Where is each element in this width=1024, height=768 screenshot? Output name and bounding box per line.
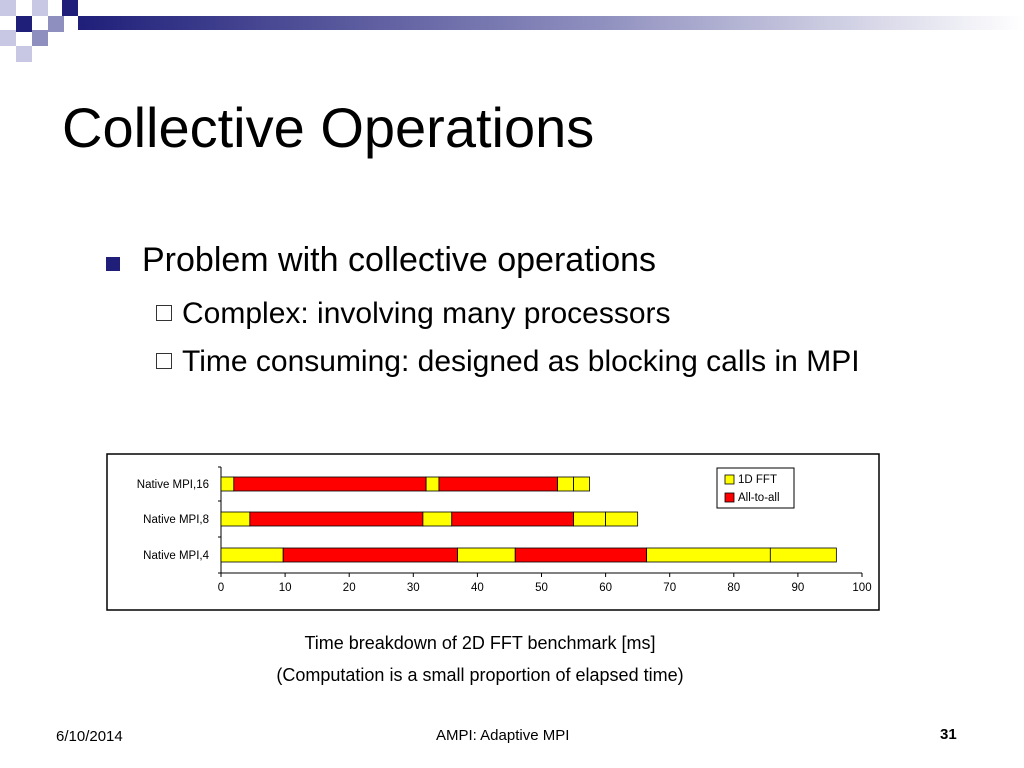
bar-segment-alltoall [514,547,648,563]
page-number: 31 [940,726,957,743]
bar-segment-fft [557,476,574,492]
square-bullet-icon [106,257,120,271]
header-decoration [0,0,1024,62]
bar-segment-fft [605,511,639,527]
bar-segment-fft [573,511,606,527]
bar-segment-alltoall [451,511,574,527]
bar-segment-alltoall [282,547,458,563]
x-tick-label: 80 [727,582,740,594]
x-tick-label: 0 [218,582,224,594]
sub-bullet-text: Complex: involving many processors [182,297,671,330]
bar-segment-alltoall [438,476,558,492]
bar-segment-fft [220,511,251,527]
x-tick-label: 30 [407,582,420,594]
hollow-square-bullet-icon [156,305,172,321]
chart-caption: Time breakdown of 2D FFT benchmark [ms] [304,633,656,653]
y-category-label: Native MPI,8 [143,514,209,526]
bar-segment-fft [769,547,837,563]
fft-time-breakdown-chart: 0 10 20 30 40 50 60 70 80 90 100 Native MPI,16 Nativ… [106,453,880,611]
bar-segment-fft [425,476,440,492]
x-tick-label: 70 [663,582,676,594]
x-tick-label: 90 [792,582,805,594]
y-category-label: Native MPI,4 [143,550,209,562]
bar-segment-fft [220,547,284,563]
bar-segment-fft [220,476,235,492]
bar-segment-fft [646,547,771,563]
chart-caption-note: (Computation is a small proportion of el… [276,665,684,685]
bar-segment-fft [573,476,590,492]
x-tick-label: 10 [279,582,292,594]
y-category-label: Native MPI,16 [137,479,209,491]
sub-bullet-time: Time consuming: designed as blocking cal… [156,344,860,380]
bar-segment-alltoall [249,511,424,527]
legend-swatch-alltoall [724,492,735,503]
x-tick-label: 100 [852,582,871,594]
footer-date: 6/10/2014 [56,728,123,745]
sub-bullet-complex: Complex: involving many processors [156,296,671,332]
footer-title: AMPI: Adaptive MPI [436,727,570,744]
legend-label-fft: 1D FFT [738,474,777,486]
legend-label-alltoall: All-to-all [738,492,780,504]
bar-segment-alltoall [233,476,427,492]
bullet-main-text: Problem with collective operations [142,241,657,279]
x-tick-label: 60 [599,582,612,594]
x-tick-label: 50 [535,582,548,594]
hollow-square-bullet-icon [156,353,172,369]
x-tick-label: 20 [343,582,356,594]
bar-segment-fft [422,511,453,527]
page-title: Collective Operations [62,96,595,159]
legend-swatch-fft [724,474,735,485]
chart-legend: 1D FFT All-to-all [716,467,795,509]
x-tick-label: 40 [471,582,484,594]
bar-segment-fft [457,547,516,563]
sub-bullet-text: Time consuming: designed as blocking cal… [182,345,860,378]
